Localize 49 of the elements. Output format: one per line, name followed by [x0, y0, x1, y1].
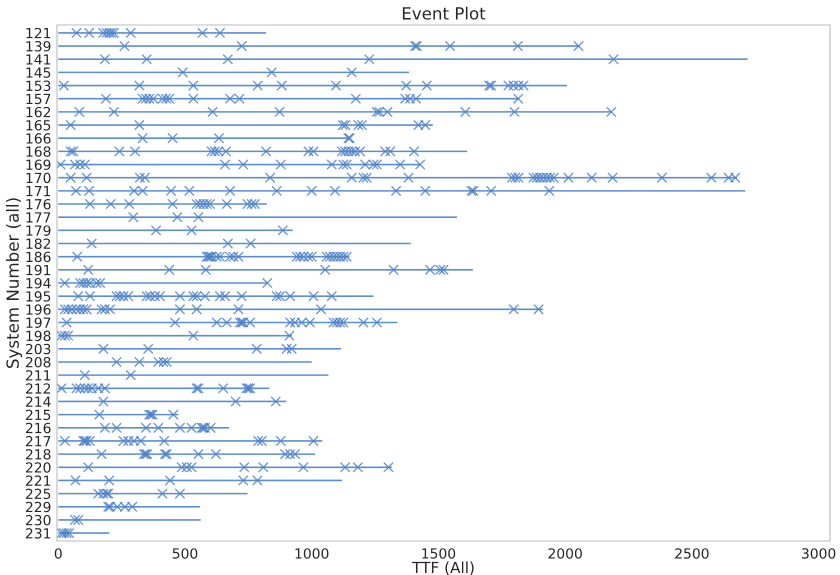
y-tick-label: 231 — [26, 528, 50, 539]
y-tick-label: 141 — [26, 54, 50, 64]
y-tick-label: 121 — [26, 28, 50, 38]
y-tick-label: 211 — [26, 370, 50, 380]
y-tick-label: 195 — [26, 291, 50, 302]
y-tick-label: 215 — [26, 410, 50, 420]
x-tick-label: 0 — [54, 548, 62, 559]
y-tick-label: 177 — [26, 212, 50, 222]
y-tick-label: 214 — [26, 396, 51, 407]
y-tick-label: 157 — [26, 94, 50, 104]
y-tick-label: 179 — [26, 225, 50, 236]
y-tick-label: 198 — [26, 330, 50, 342]
y-tick-label: 225 — [26, 488, 50, 500]
x-tick-label: 1500 — [422, 548, 456, 559]
y-tick-label: 153 — [26, 80, 50, 92]
chart-title: Event Plot — [402, 6, 486, 20]
y-tick-label: 230 — [26, 514, 51, 526]
y-tick-label: 203 — [26, 344, 50, 354]
y-tick-label: 165 — [26, 120, 50, 131]
x-tick-label: 1000 — [296, 548, 328, 559]
x-tick-label: 2000 — [548, 548, 582, 559]
y-tick-label: 221 — [26, 475, 50, 486]
y-tick-label: 182 — [26, 238, 50, 249]
y-tick-label: 191 — [26, 264, 50, 276]
y-tick-label: 186 — [26, 252, 51, 262]
y-tick-label: 197 — [26, 317, 50, 328]
y-tick-label: 229 — [26, 502, 50, 512]
y-tick-label: 216 — [26, 422, 51, 434]
y-tick-label: 220 — [26, 462, 51, 473]
x-tick-label: 500 — [172, 548, 198, 559]
y-tick-label: 208 — [26, 356, 50, 368]
y-tick-label: 171 — [26, 186, 50, 196]
y-tick-label: 218 — [26, 449, 50, 460]
x-tick-label: 3000 — [802, 548, 836, 559]
y-tick-label: 168 — [26, 146, 50, 157]
y-tick-label: 145 — [26, 68, 50, 78]
y-tick-label: 169 — [26, 160, 50, 170]
y-tick-label: 194 — [26, 278, 51, 288]
y-tick-label: 217 — [26, 436, 50, 446]
y-tick-label: 196 — [26, 304, 51, 315]
y-tick-label: 170 — [26, 172, 51, 184]
y-tick-label: 176 — [26, 198, 51, 210]
x-tick-label: 2500 — [675, 548, 709, 559]
y-tick-label: 162 — [26, 106, 50, 118]
y-tick-label: 139 — [26, 41, 50, 52]
x-axis-title: TTF (All) — [412, 561, 474, 575]
y-tick-label: 166 — [26, 133, 51, 144]
y-axis-title: System Number (all) — [6, 198, 22, 368]
y-tick-label: 212 — [26, 383, 50, 394]
